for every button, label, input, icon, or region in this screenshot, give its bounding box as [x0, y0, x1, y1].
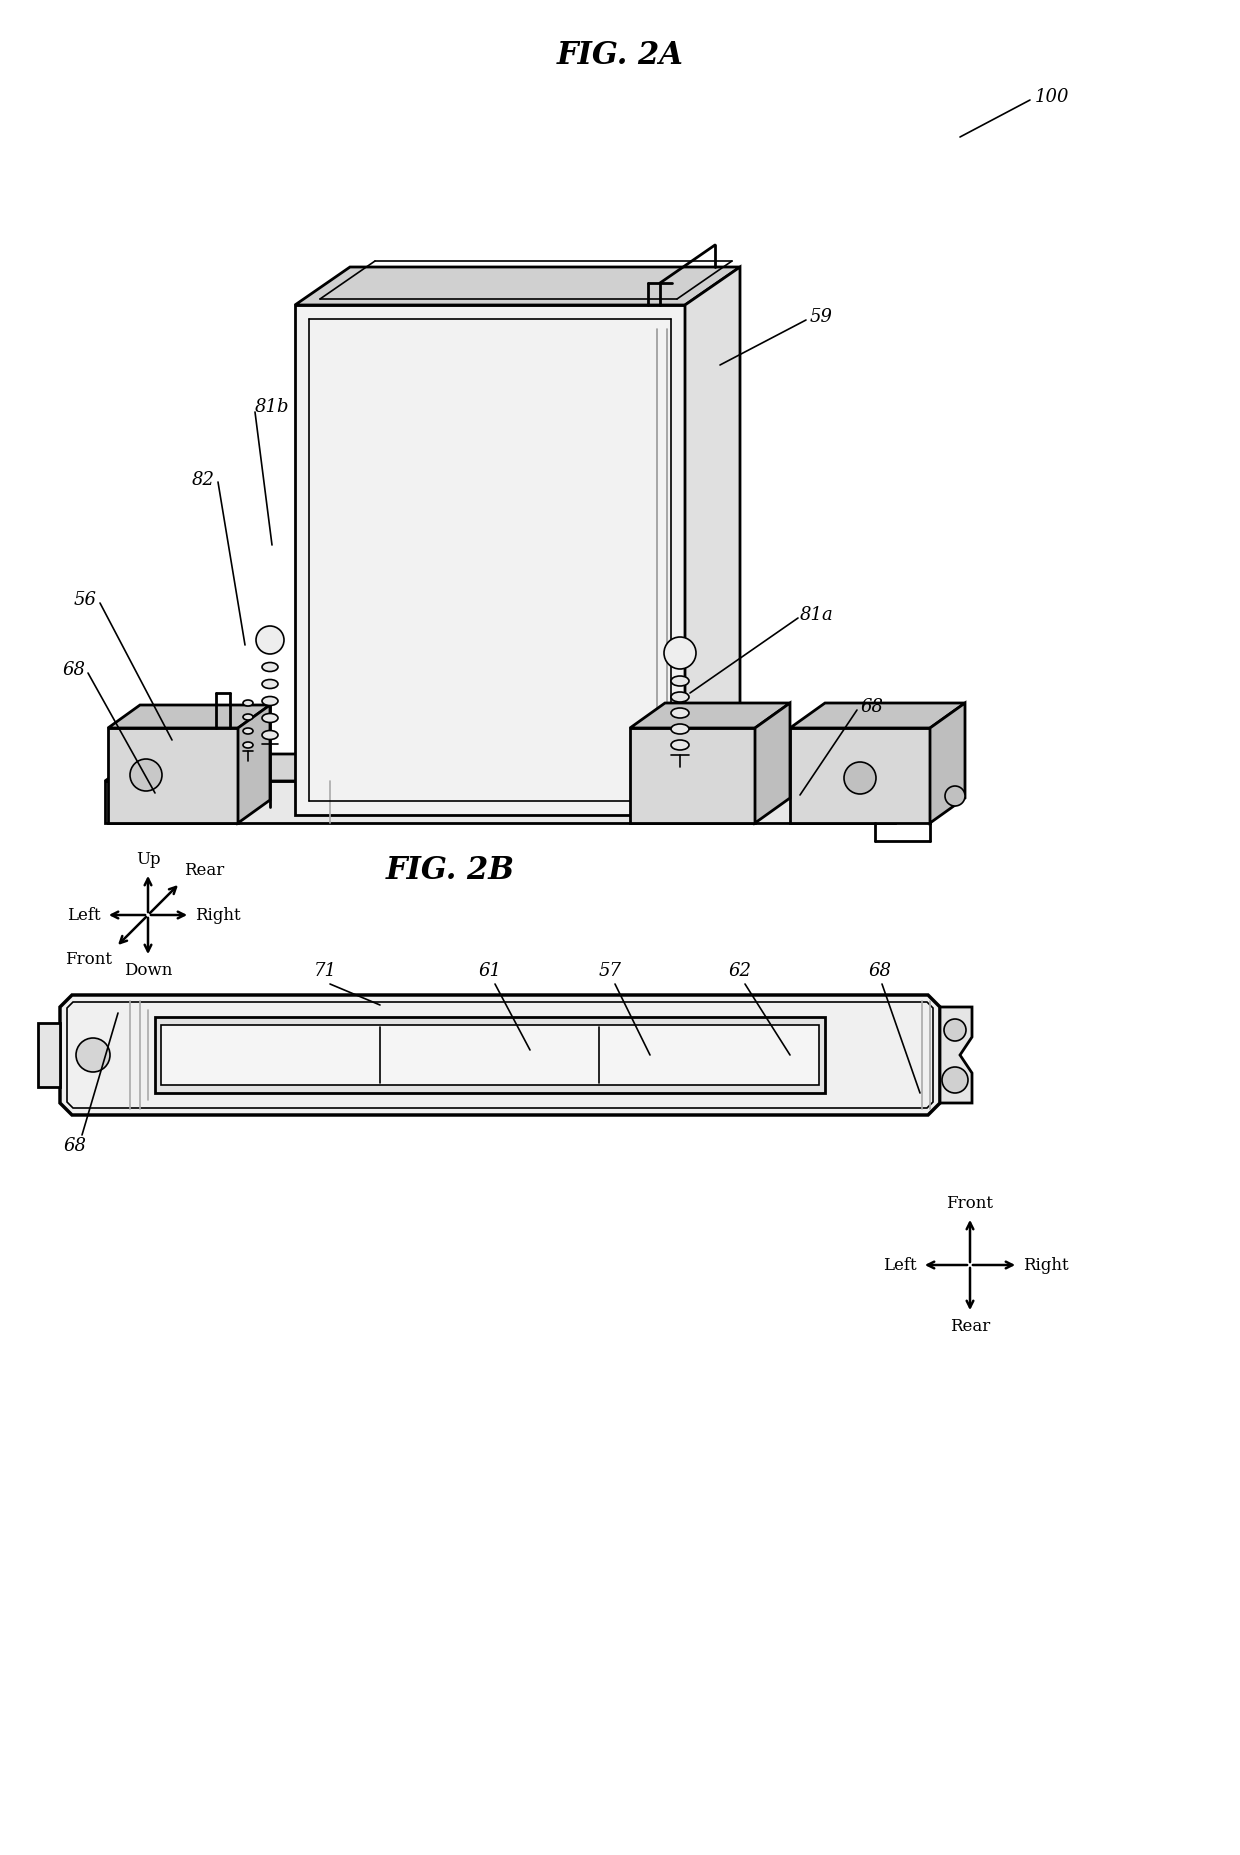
Polygon shape: [755, 703, 790, 824]
Polygon shape: [60, 994, 940, 1115]
Text: 59: 59: [810, 308, 833, 326]
Text: 81a: 81a: [800, 607, 833, 623]
Ellipse shape: [243, 699, 253, 707]
Ellipse shape: [262, 714, 278, 722]
Text: 62: 62: [729, 963, 751, 979]
Text: Up: Up: [135, 851, 160, 868]
Text: Right: Right: [195, 907, 241, 924]
Ellipse shape: [671, 692, 689, 701]
Polygon shape: [105, 781, 895, 824]
Text: 56: 56: [74, 592, 97, 608]
Text: 82: 82: [192, 471, 215, 490]
Ellipse shape: [243, 714, 253, 720]
Circle shape: [76, 1039, 110, 1072]
Polygon shape: [155, 1017, 825, 1093]
Polygon shape: [105, 753, 932, 781]
Polygon shape: [295, 267, 740, 304]
Polygon shape: [790, 727, 930, 824]
Text: Right: Right: [1023, 1256, 1069, 1274]
Text: Rear: Rear: [184, 863, 224, 879]
Text: 71: 71: [314, 963, 336, 979]
Ellipse shape: [243, 742, 253, 748]
Text: 68: 68: [63, 1137, 87, 1156]
Ellipse shape: [262, 662, 278, 672]
Text: Front: Front: [946, 1195, 993, 1211]
Polygon shape: [108, 705, 270, 727]
Polygon shape: [108, 727, 238, 824]
Polygon shape: [295, 304, 684, 814]
Polygon shape: [630, 727, 755, 824]
Ellipse shape: [671, 740, 689, 749]
Polygon shape: [930, 703, 965, 824]
Polygon shape: [940, 1007, 972, 1104]
Circle shape: [944, 1018, 966, 1041]
Polygon shape: [38, 1022, 60, 1087]
Polygon shape: [238, 705, 270, 824]
Circle shape: [130, 759, 162, 790]
Text: 61: 61: [479, 963, 501, 979]
Text: 68: 68: [62, 660, 86, 679]
Text: 100: 100: [1035, 87, 1069, 106]
Polygon shape: [684, 267, 740, 814]
Ellipse shape: [262, 731, 278, 740]
Text: FIG. 2B: FIG. 2B: [386, 855, 515, 887]
Text: 68: 68: [868, 963, 892, 979]
Circle shape: [255, 625, 284, 655]
Text: 68: 68: [861, 697, 883, 716]
Polygon shape: [790, 703, 965, 727]
Polygon shape: [630, 703, 790, 727]
Ellipse shape: [262, 696, 278, 705]
Text: Down: Down: [124, 963, 172, 979]
Circle shape: [844, 762, 875, 794]
Text: Front: Front: [64, 952, 112, 968]
Ellipse shape: [243, 727, 253, 735]
Text: 81b: 81b: [255, 399, 289, 416]
Text: FIG. 2A: FIG. 2A: [557, 41, 683, 70]
Circle shape: [942, 1067, 968, 1093]
Circle shape: [945, 787, 965, 807]
Polygon shape: [161, 1026, 818, 1085]
Text: Rear: Rear: [950, 1319, 990, 1336]
Ellipse shape: [671, 709, 689, 718]
Text: 57: 57: [599, 963, 621, 979]
Text: Left: Left: [67, 907, 100, 924]
Ellipse shape: [262, 679, 278, 688]
Text: Left: Left: [883, 1256, 918, 1274]
Ellipse shape: [671, 675, 689, 686]
Ellipse shape: [671, 723, 689, 735]
Circle shape: [663, 636, 696, 670]
